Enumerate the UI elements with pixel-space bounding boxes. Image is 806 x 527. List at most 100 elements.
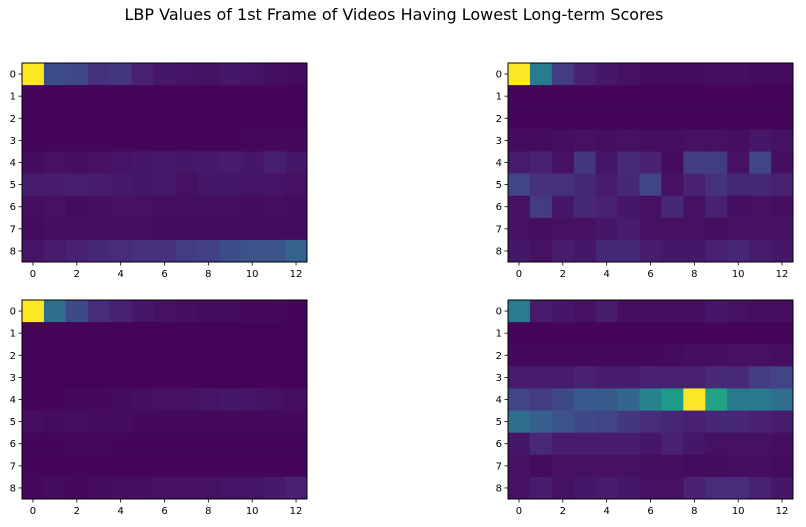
heatmap-cell <box>727 300 750 323</box>
heatmap-cell <box>661 432 684 456</box>
heatmap-cell <box>175 476 198 500</box>
heatmap-cell <box>263 173 286 197</box>
x-tick-label: 4 <box>117 269 123 280</box>
heatmap-cell <box>22 63 45 86</box>
heatmap-cell <box>617 151 640 174</box>
y-tick-label: 2 <box>10 114 16 125</box>
y-tick-label: 7 <box>10 461 16 472</box>
heatmap-cell <box>639 239 662 263</box>
heatmap-cell <box>219 217 242 241</box>
heatmap-cell <box>65 129 89 152</box>
heatmap-cell <box>551 195 575 219</box>
heatmap-cell <box>529 322 553 345</box>
heatmap-cell <box>551 239 575 263</box>
heatmap-cell <box>705 173 728 197</box>
heatmap-cell <box>87 239 111 263</box>
heatmap-cell <box>197 432 220 456</box>
heatmap-cell <box>683 195 706 219</box>
heatmap-cell <box>22 239 45 263</box>
heatmap-cell <box>683 454 706 478</box>
heatmap-cell <box>661 217 684 241</box>
heatmap-cell <box>573 388 597 411</box>
heatmap-cell <box>131 173 154 197</box>
heatmap-cell <box>639 107 662 130</box>
heatmap-cell <box>43 63 67 86</box>
heatmap-cell <box>285 300 308 323</box>
heatmap-cell <box>22 454 45 478</box>
heatmap-cell <box>529 476 553 500</box>
heatmap-cell <box>573 476 597 500</box>
heatmap-cell <box>595 322 619 345</box>
heatmap-cell <box>87 410 111 434</box>
heatmap-cell <box>683 85 706 108</box>
heatmap-cell <box>175 239 198 263</box>
heatmap-cell <box>131 322 154 345</box>
heatmap-cell <box>727 63 750 86</box>
heatmap-cell <box>661 195 684 219</box>
heatmap-cell <box>87 129 111 152</box>
heatmap-cell <box>43 454 67 478</box>
heatmap-cell <box>573 129 597 152</box>
heatmap-cell <box>529 388 553 411</box>
y-tick-label: 4 <box>496 158 502 169</box>
heatmap-cell <box>87 151 111 174</box>
heatmap-cell <box>285 63 308 86</box>
heatmap-cell <box>529 300 553 323</box>
heatmap-cell <box>241 300 264 323</box>
heatmap-cell <box>727 85 750 108</box>
heatmap-cell <box>727 195 750 219</box>
y-tick-label: 2 <box>10 351 16 362</box>
heatmap-cell <box>153 454 176 478</box>
heatmap-cell <box>153 410 176 434</box>
heatmap-cell <box>131 217 154 241</box>
heatmap-cell <box>683 476 706 500</box>
heatmap-cell <box>508 432 531 456</box>
heatmap-cell <box>131 388 154 411</box>
heatmap-cell <box>727 410 750 434</box>
heatmap-cell <box>87 173 111 197</box>
heatmap-cell <box>22 107 45 130</box>
y-tick-label: 7 <box>10 224 16 235</box>
heatmap-cell <box>661 388 684 411</box>
heatmap-cell <box>153 63 176 86</box>
heatmap-cell <box>263 410 286 434</box>
heatmap-cell <box>263 476 286 500</box>
x-tick-label: 8 <box>205 269 211 280</box>
heatmap-cell <box>285 344 308 367</box>
heatmap-cell <box>65 476 89 500</box>
x-tick-label: 8 <box>691 506 697 517</box>
heatmap-cell <box>683 173 706 197</box>
heatmap-cell <box>749 63 772 86</box>
heatmap-cell <box>705 239 728 263</box>
heatmap-cell <box>43 322 67 345</box>
heatmap-cell <box>595 195 619 219</box>
heatmap-cell <box>551 344 575 367</box>
heatmap-cell <box>749 239 772 263</box>
heatmap-cell <box>727 344 750 367</box>
heatmap-cell <box>197 476 220 500</box>
heatmap-cell <box>219 151 242 174</box>
x-tick-label: 0 <box>30 506 36 517</box>
heatmap-cell <box>551 107 575 130</box>
heatmap-cell <box>508 344 531 367</box>
y-tick-label: 2 <box>496 351 502 362</box>
heatmap-cell <box>285 217 308 241</box>
heatmap-cell <box>285 432 308 456</box>
heatmap-cell <box>705 217 728 241</box>
heatmap-cell <box>573 454 597 478</box>
heatmap-cell <box>508 476 531 500</box>
heatmap-cell <box>595 388 619 411</box>
heatmap-cell <box>43 173 67 197</box>
heatmap-cell <box>43 344 67 367</box>
heatmap-cell <box>263 432 286 456</box>
heatmap-cell <box>727 173 750 197</box>
heatmap-cell <box>22 322 45 345</box>
heatmap-cell <box>197 151 220 174</box>
heatmap-cell <box>175 173 198 197</box>
x-tick-label: 12 <box>776 269 789 280</box>
heatmap-cell <box>749 107 772 130</box>
heatmap-cell <box>617 173 640 197</box>
heatmap-cell <box>65 300 89 323</box>
heatmap-cell <box>771 63 794 86</box>
